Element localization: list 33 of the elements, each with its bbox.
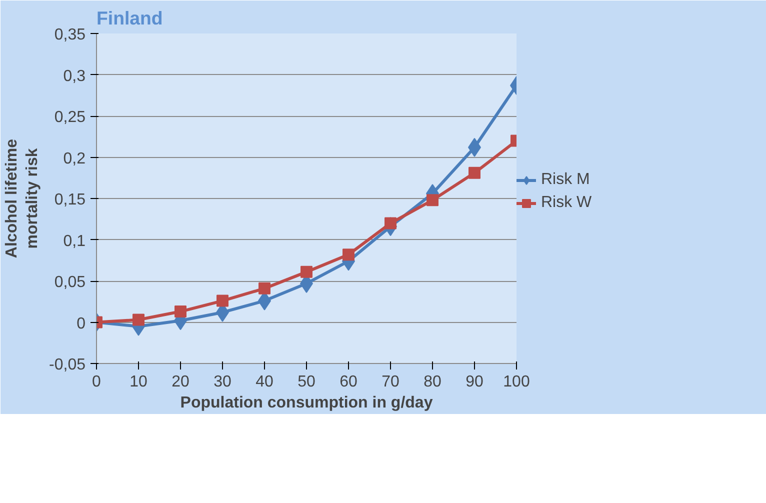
x-tick-label: 50 [298, 374, 316, 390]
y-tick-label: 0,2 [63, 150, 86, 168]
point [132, 314, 144, 326]
point [426, 194, 438, 206]
y-axis-title: Alcohol lifetime mortality risk [4, 138, 42, 258]
point [468, 166, 480, 179]
y-tick-label: -0,05 [49, 356, 86, 374]
x-tick-label: 40 [256, 374, 274, 390]
x-tick-label: 30 [214, 374, 232, 390]
y-tick-label: 0,1 [63, 232, 86, 250]
point [342, 248, 354, 261]
point [258, 282, 270, 294]
point [174, 306, 186, 318]
y-tick-label: 0,3 [63, 68, 86, 85]
point [216, 294, 228, 307]
x-tick-label: 80 [424, 374, 442, 390]
y-tick-label: 0,05 [54, 274, 86, 291]
x-tick-label: 90 [466, 374, 484, 390]
y-tick-label: 0,25 [54, 109, 86, 126]
x-axis-title: Population consumption in g/day [180, 394, 433, 412]
x-tick-label: 10 [130, 374, 148, 390]
point [300, 266, 312, 278]
legend-label: Risk M [541, 171, 590, 189]
x-tick-label: 20 [172, 374, 190, 390]
y-tick-label: 0,35 [54, 26, 86, 44]
y-tick-label: 0,15 [54, 192, 86, 208]
x-tick-label: 100 [503, 374, 530, 390]
x-tick-label: 0 [92, 374, 102, 390]
x-tick-label: 70 [382, 374, 400, 390]
chart-title: Finland [96, 8, 163, 28]
x-tick-label: 60 [340, 374, 358, 390]
y-tick-label: 0 [76, 315, 86, 332]
legend-label: Risk W [541, 194, 592, 212]
